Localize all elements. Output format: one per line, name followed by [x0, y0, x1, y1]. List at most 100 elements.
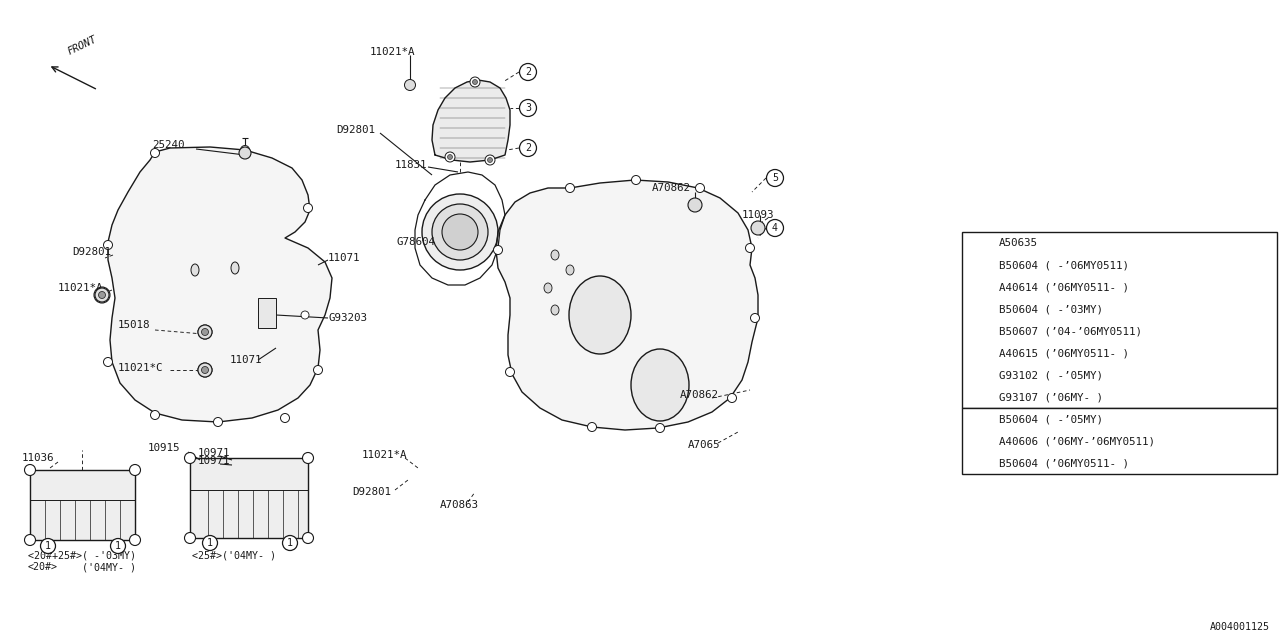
- Ellipse shape: [550, 305, 559, 315]
- Text: G78604: G78604: [396, 237, 435, 247]
- Text: B50604 ( -’05MY): B50604 ( -’05MY): [998, 414, 1103, 424]
- Circle shape: [422, 194, 498, 270]
- Text: 5: 5: [975, 436, 980, 446]
- Circle shape: [442, 214, 477, 250]
- Circle shape: [689, 198, 701, 212]
- Circle shape: [129, 465, 141, 476]
- Circle shape: [655, 424, 664, 433]
- Text: 4: 4: [772, 223, 778, 233]
- Text: <20#>: <20#>: [28, 562, 58, 572]
- Circle shape: [241, 145, 250, 154]
- Circle shape: [750, 314, 759, 323]
- Polygon shape: [497, 180, 758, 430]
- Ellipse shape: [570, 276, 631, 354]
- Circle shape: [202, 536, 218, 550]
- Bar: [963, 408, 1277, 474]
- Text: 1: 1: [207, 538, 212, 548]
- Circle shape: [95, 288, 109, 302]
- Text: B50604 (’06MY0511- ): B50604 (’06MY0511- ): [998, 458, 1129, 468]
- Text: A70862: A70862: [680, 390, 719, 400]
- Circle shape: [767, 220, 783, 237]
- Polygon shape: [29, 470, 134, 540]
- Text: B50607 (’04-’06MY0511): B50607 (’04-’06MY0511): [998, 326, 1142, 336]
- Circle shape: [184, 452, 196, 463]
- Circle shape: [41, 538, 55, 554]
- Circle shape: [104, 241, 113, 250]
- Circle shape: [151, 148, 160, 157]
- Polygon shape: [433, 80, 509, 162]
- Polygon shape: [189, 458, 308, 538]
- Text: 11093: 11093: [742, 210, 774, 220]
- Text: G93102 ( -’05MY): G93102 ( -’05MY): [998, 370, 1103, 380]
- Circle shape: [97, 291, 106, 300]
- Circle shape: [104, 358, 113, 367]
- Text: 11036: 11036: [22, 453, 55, 463]
- Text: 1: 1: [115, 541, 122, 551]
- Circle shape: [198, 363, 212, 377]
- Bar: [963, 232, 1277, 408]
- Circle shape: [301, 311, 308, 319]
- Circle shape: [695, 184, 704, 193]
- Text: <25#>('04MY- ): <25#>('04MY- ): [192, 550, 276, 560]
- Circle shape: [93, 287, 110, 303]
- Circle shape: [283, 536, 297, 550]
- Text: B50604 ( -’06MY0511): B50604 ( -’06MY0511): [998, 260, 1129, 270]
- Text: G93203: G93203: [328, 313, 367, 323]
- Circle shape: [404, 79, 416, 90]
- Circle shape: [494, 246, 503, 255]
- Text: D92801: D92801: [352, 487, 390, 497]
- Circle shape: [198, 325, 212, 339]
- Text: FRONT: FRONT: [65, 35, 99, 57]
- Text: A70863: A70863: [440, 500, 479, 510]
- Circle shape: [239, 147, 251, 159]
- Circle shape: [198, 363, 212, 377]
- Circle shape: [433, 204, 488, 260]
- Text: 5: 5: [772, 173, 778, 183]
- Text: A40614 (’06MY0511- ): A40614 (’06MY0511- ): [998, 282, 1129, 292]
- Circle shape: [314, 365, 323, 374]
- Circle shape: [745, 243, 754, 253]
- Circle shape: [448, 154, 453, 159]
- Text: D92801: D92801: [72, 247, 111, 257]
- Circle shape: [470, 77, 480, 87]
- Circle shape: [302, 452, 314, 463]
- Polygon shape: [108, 147, 332, 422]
- Text: 3: 3: [525, 103, 531, 113]
- Circle shape: [198, 325, 212, 339]
- Bar: [259, 298, 276, 328]
- Circle shape: [520, 99, 536, 116]
- Text: A40615 (’06MY0511- ): A40615 (’06MY0511- ): [998, 348, 1129, 358]
- Circle shape: [110, 538, 125, 554]
- Circle shape: [970, 235, 986, 251]
- Ellipse shape: [544, 283, 552, 293]
- Text: 11021*A: 11021*A: [370, 47, 416, 57]
- Ellipse shape: [230, 262, 239, 274]
- Circle shape: [24, 534, 36, 545]
- Circle shape: [201, 328, 209, 336]
- Text: 11071: 11071: [328, 253, 361, 263]
- Circle shape: [488, 157, 493, 163]
- Text: ('04MY- ): ('04MY- ): [82, 562, 136, 572]
- Circle shape: [303, 204, 312, 212]
- Text: 10915: 10915: [148, 443, 180, 453]
- Circle shape: [970, 378, 986, 394]
- Circle shape: [751, 221, 765, 235]
- Circle shape: [520, 63, 536, 81]
- Text: 2: 2: [525, 67, 531, 77]
- Circle shape: [302, 532, 314, 543]
- Circle shape: [485, 155, 495, 165]
- Circle shape: [201, 367, 209, 374]
- Text: 3: 3: [975, 326, 980, 336]
- Text: 4: 4: [975, 381, 980, 391]
- Circle shape: [588, 422, 596, 431]
- Text: G93107 (’06MY- ): G93107 (’06MY- ): [998, 392, 1103, 402]
- Circle shape: [566, 184, 575, 193]
- Circle shape: [280, 413, 289, 422]
- Text: 11071: 11071: [230, 355, 262, 365]
- Text: A50635: A50635: [998, 238, 1038, 248]
- Text: 1: 1: [975, 238, 980, 248]
- Text: 11021*A: 11021*A: [362, 450, 407, 460]
- Ellipse shape: [191, 264, 198, 276]
- Circle shape: [184, 532, 196, 543]
- Ellipse shape: [550, 250, 559, 260]
